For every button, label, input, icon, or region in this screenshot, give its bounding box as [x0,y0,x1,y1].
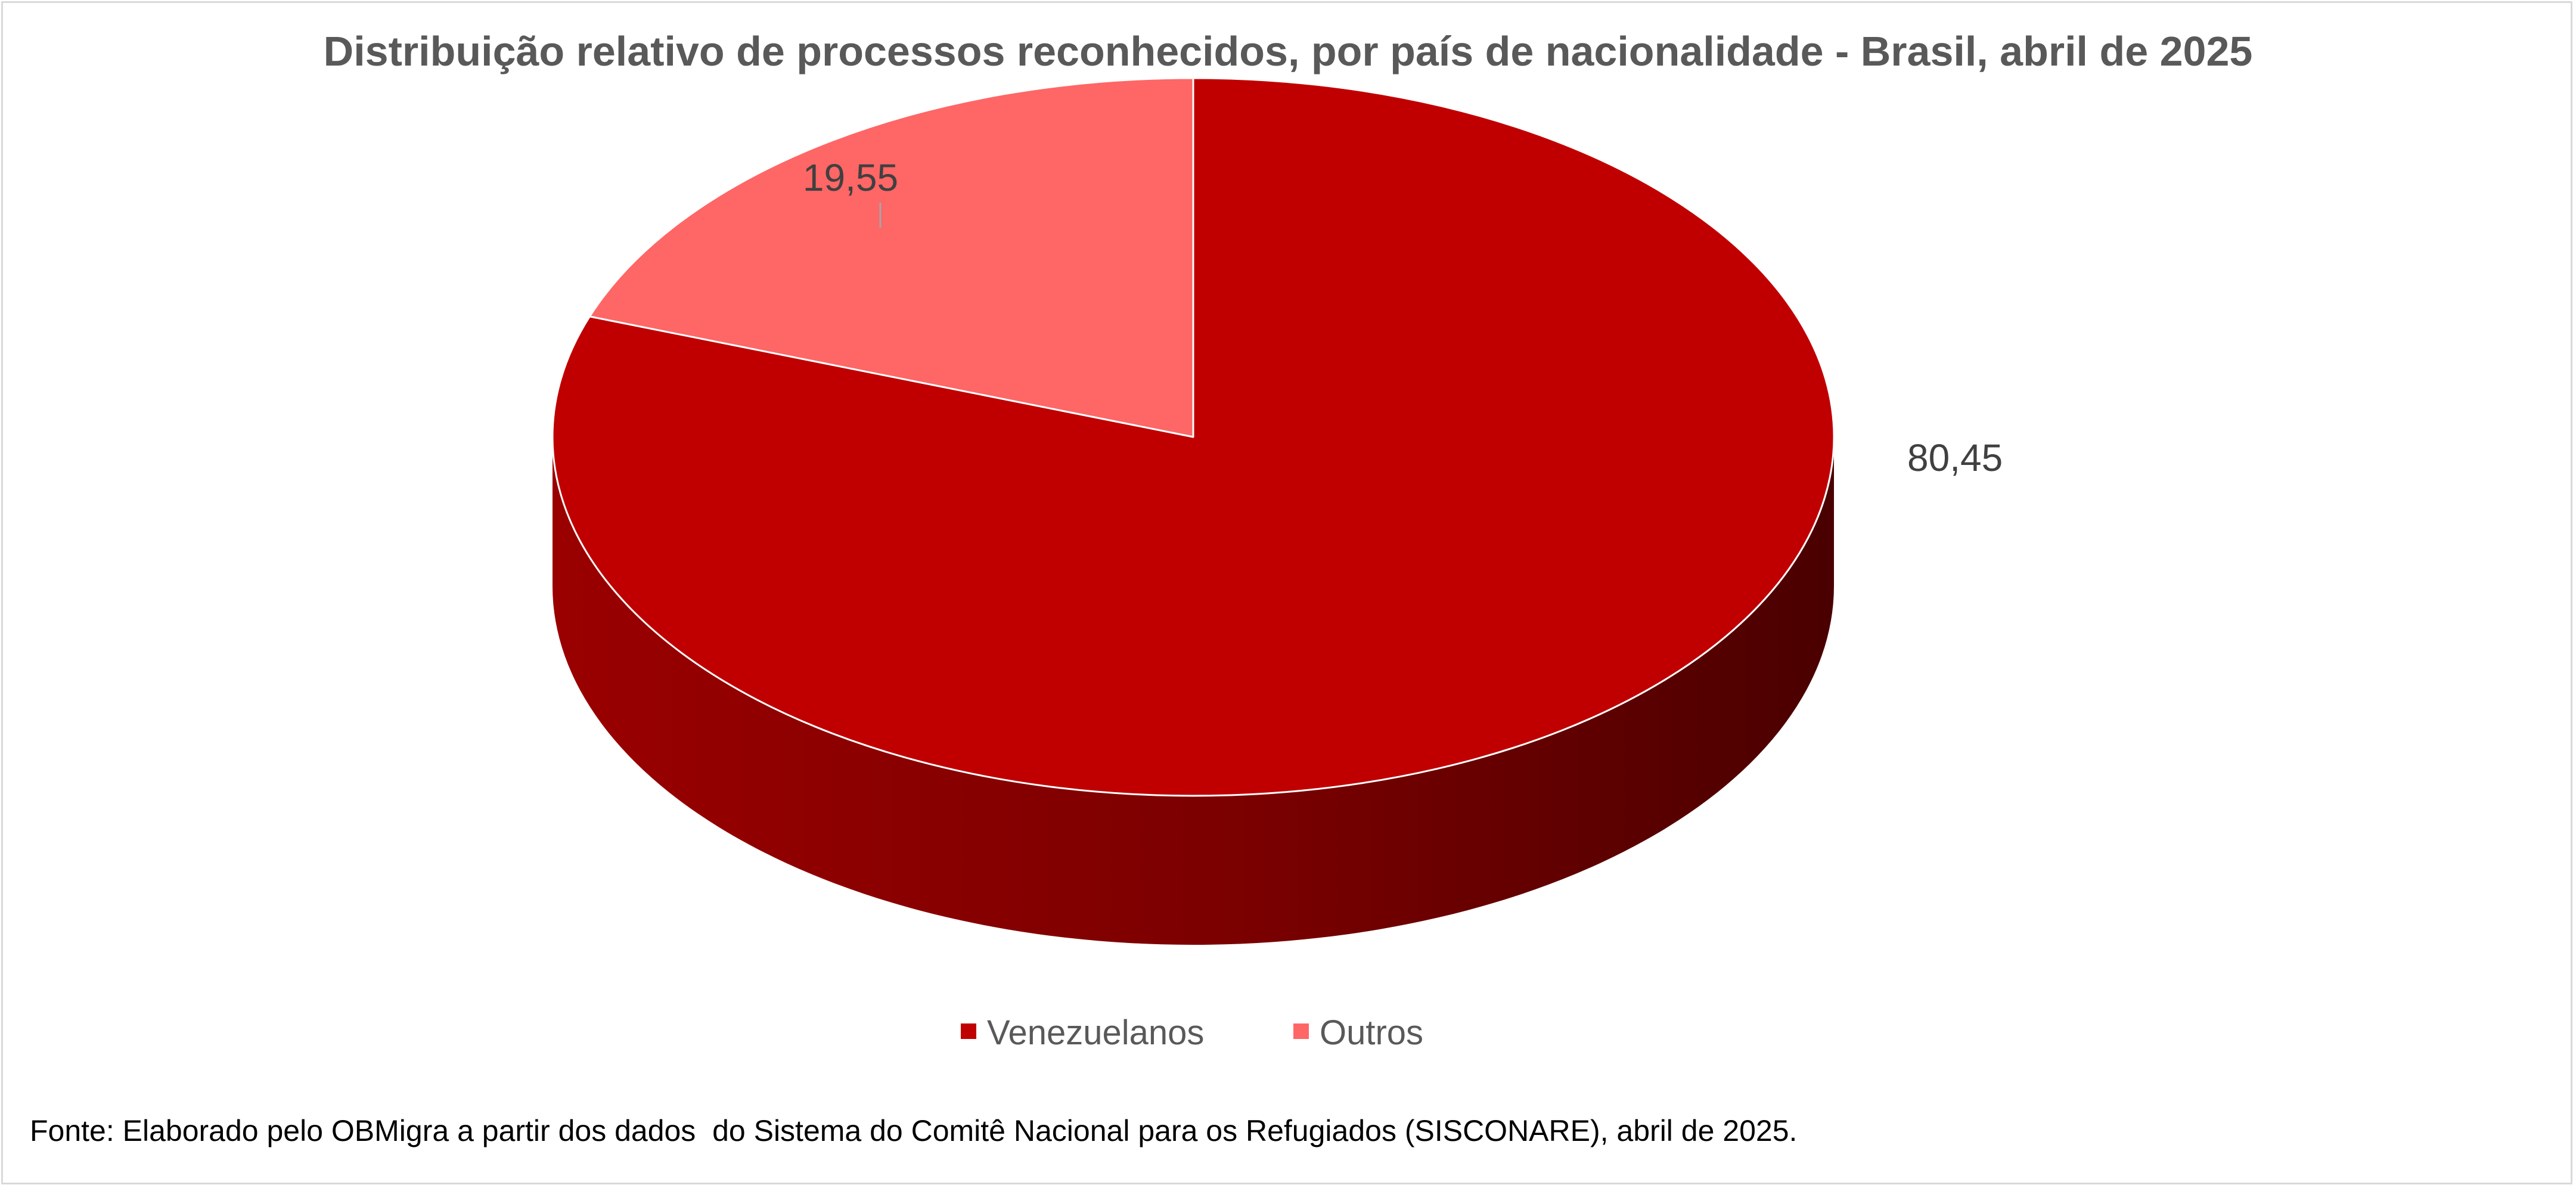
pie-slice-outros [588,77,1194,438]
legend-label-outros: Outros [1320,1013,1423,1052]
data-label-venezuelanos: 80,45 [1907,436,2003,479]
legend-swatch-venezuelanos [961,1023,976,1039]
legend-label-venezuelanos: Venezuelanos [987,1013,1204,1052]
pie-side-wall [553,437,1834,945]
legend-swatch-outros [1293,1023,1309,1039]
chart-title: Distribuição relativo de processos recon… [324,28,2253,75]
source-note: Fonte: Elaborado pelo OBMigra a partir d… [30,1114,1798,1147]
data-label-outros: 19,55 [803,156,898,199]
legend: Venezuelanos Outros [961,1013,1423,1052]
